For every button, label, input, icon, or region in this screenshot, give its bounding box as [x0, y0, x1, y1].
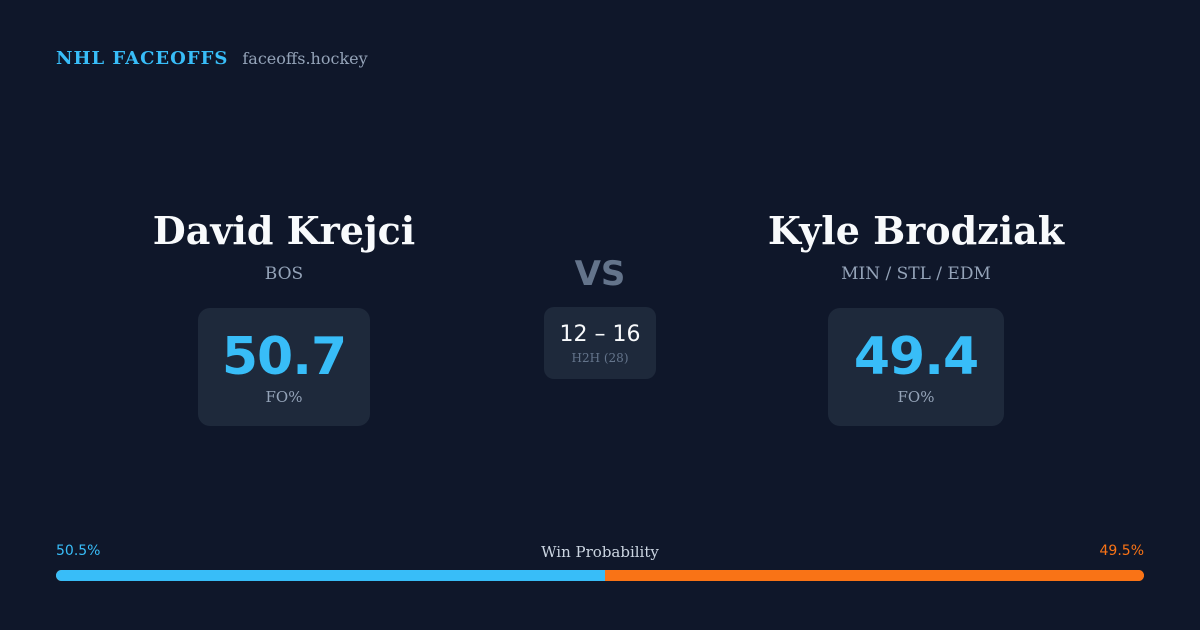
player-left-fo-label: FO%: [265, 388, 303, 406]
h2h-label: H2H (28): [571, 351, 629, 365]
h2h-card: 12 – 16 H2H (28): [544, 307, 656, 379]
win-probability-bar-left: [56, 570, 606, 581]
player-left-name: David Krejci: [152, 208, 416, 253]
player-right-fo-card: 49.4 FO%: [828, 308, 1004, 426]
brand-site: faceoffs.hockey: [242, 49, 368, 68]
vs-label: VS: [574, 254, 626, 294]
player-right-name: Kyle Brodziak: [767, 208, 1065, 253]
player-left-team: BOS: [264, 264, 304, 284]
player-right-fo-value: 49.4: [853, 327, 979, 387]
player-right-team: MIN / STL / EDM: [841, 264, 991, 284]
player-left-fo-value: 50.7: [221, 327, 347, 387]
brand-header: NHL FACEOFFS faceoffs.hockey: [56, 48, 368, 69]
player-right-fo-label: FO%: [897, 388, 935, 406]
brand-title: NHL FACEOFFS: [56, 48, 229, 69]
h2h-score: 12 – 16: [559, 322, 641, 347]
win-probability-right-value: 49.5%: [1099, 543, 1144, 559]
win-probability-bar: [56, 570, 1144, 581]
player-left: David Krejci BOS 50.7 FO%: [134, 206, 434, 426]
win-probability-labels: 50.5% Win Probability 49.5%: [56, 543, 1144, 563]
win-probability-title: Win Probability: [541, 543, 659, 561]
player-left-fo-card: 50.7 FO%: [198, 308, 370, 426]
win-probability-left-value: 50.5%: [56, 543, 101, 559]
player-right: Kyle Brodziak MIN / STL / EDM 49.4 FO%: [736, 206, 1096, 426]
win-probability-bar-right: [605, 570, 1144, 581]
